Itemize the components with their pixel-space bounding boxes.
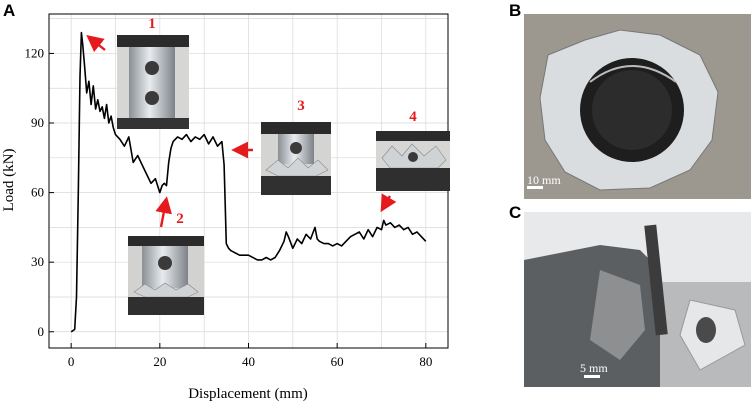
axis-ticks: 0 20 40 60 80 0 30 60 90 120 — [25, 45, 433, 369]
y-tick-label: 90 — [31, 115, 44, 130]
y-tick-label: 30 — [31, 254, 44, 269]
series-line-0 — [70, 31, 427, 333]
inset-photo-3 — [261, 122, 331, 195]
x-tick-label: 0 — [68, 354, 75, 369]
annotation-2-arrow — [155, 196, 172, 228]
x-tick-label: 60 — [331, 354, 344, 369]
scale-label-b: 10 mm — [527, 173, 561, 187]
y-axis-label: Load (kN) — [1, 149, 17, 212]
inset-photo-4 — [376, 131, 450, 191]
inset-photo-1 — [117, 35, 189, 129]
series-layer — [70, 31, 427, 333]
annotation-4-arrow — [380, 193, 397, 213]
panel-c-label: C — [509, 203, 522, 222]
scale-label-c: 5 mm — [580, 361, 608, 375]
annotation-3-label: 3 — [297, 98, 305, 114]
panel-a-label: A — [3, 1, 16, 20]
x-tick-label: 40 — [242, 354, 255, 369]
annotation-4-label: 4 — [409, 109, 417, 125]
y-tick-label: 60 — [31, 185, 44, 200]
scale-bar-b — [527, 186, 543, 189]
y-tick-label: 120 — [25, 45, 45, 60]
annotation-1-label: 1 — [148, 16, 156, 32]
y-tick-label: 0 — [38, 324, 45, 339]
scale-bar-c — [584, 375, 600, 378]
photo-c: 5 mm — [524, 212, 751, 387]
annotation-2-label: 2 — [176, 211, 184, 227]
panel-b-label: B — [509, 1, 522, 20]
x-tick-label: 20 — [153, 354, 166, 369]
annotation-1-arrow — [86, 35, 106, 53]
photo-b: 10 mm — [524, 14, 751, 199]
x-tick-label: 80 — [419, 354, 432, 369]
inset-photo-2 — [128, 236, 204, 315]
x-axis-label: Displacement (mm) — [188, 386, 308, 402]
